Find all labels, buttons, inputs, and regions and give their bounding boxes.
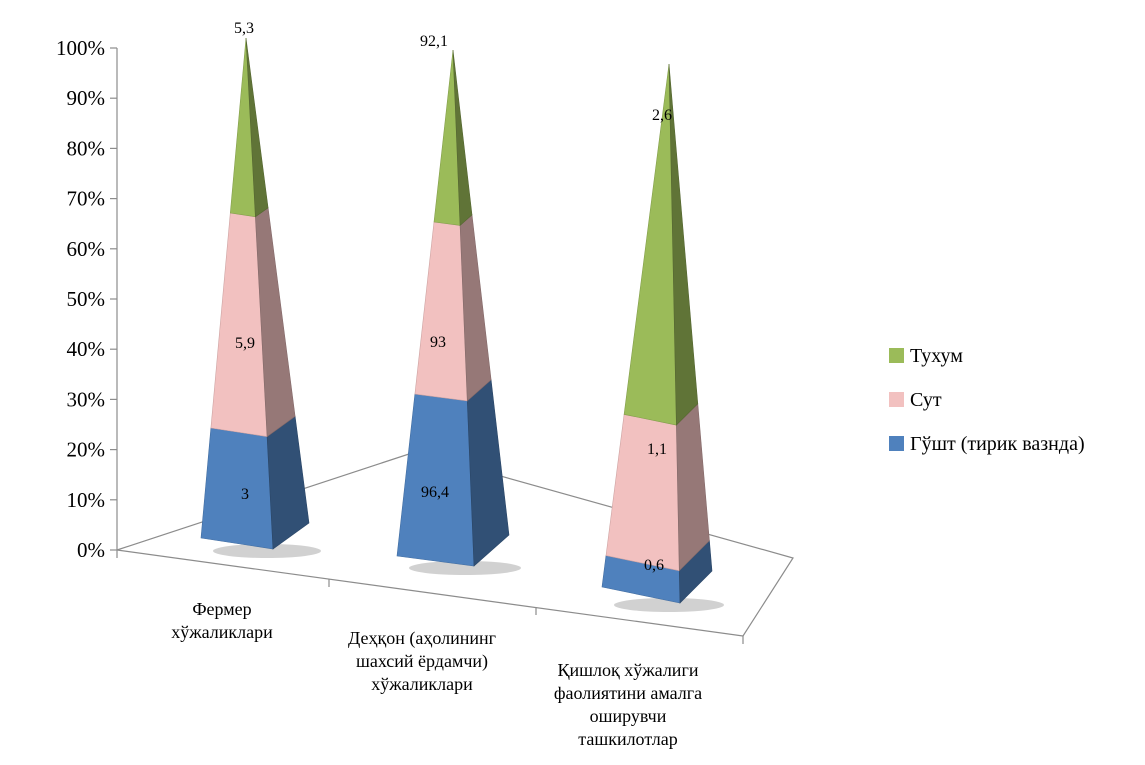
category-label-line: хўжаликлари [371,674,473,694]
data-label: 93 [430,334,446,351]
legend-label: Гўшт (тирик вазнда) [910,433,1085,455]
pyramid-segment-side [676,403,710,572]
pyramid-segment-side [668,63,699,426]
category-label: Фермер хўжаликлари [171,599,273,642]
pyramid-shadow [213,544,321,558]
pyramid-segment-front [414,221,468,402]
pyramid-shadow [614,598,724,612]
pyramid [200,37,321,558]
pyramid-segment-side [452,49,473,227]
legend-swatch [889,348,904,363]
pyramid-group [200,37,724,612]
category-label-line: фаолиятини амалга [554,683,702,703]
pyramid-segment-front [200,427,274,550]
y-tick-label: 50% [67,287,106,311]
category-label: Деҳқон (аҳолининг шахсий ёрдамчи) хўжаликл… [348,628,496,694]
legend-label: Тухум [910,345,963,367]
category-label-line: Деҳқон (аҳолининг [348,628,496,649]
y-tick-label: 60% [67,237,106,261]
pyramid [601,63,724,612]
pyramid-segment-side [266,415,310,550]
pyramid [396,49,521,575]
category-label-line: Фермер [192,599,251,619]
legend: Тухум Сут Гўшт (тирик вазнда) [889,345,1085,455]
y-tick-label: 100% [56,36,105,60]
data-label: 2,6 [652,107,672,124]
y-tick-label: 30% [67,387,106,411]
pyramid-segment-front [396,393,475,567]
data-label: 92,1 [420,33,448,50]
category-label-group: Фермер хўжаликлари Деҳқон (аҳолининг шахсий… [171,599,702,749]
category-label-line: хўжаликлари [171,622,273,642]
y-tick-label: 70% [67,187,106,211]
category-label-line: оширувчи [590,706,667,726]
legend-swatch [889,436,904,451]
data-label: 5,9 [235,335,255,352]
category-label-line: шахсий ёрдамчи) [356,651,488,672]
data-label: 0,6 [644,557,664,574]
y-tick-label: 90% [67,86,106,110]
y-tick-label: 80% [67,136,106,160]
y-tick-label: 0% [77,538,105,562]
legend-swatch [889,392,904,407]
data-label-group: 3 5,9 5,3 96,4 93 92,1 0,6 1,1 2,6 [234,20,672,574]
y-axis: 0% 10% 20% 30% 40% 50% 60% 70% 80% 90% 100% [56,36,118,562]
category-label-line: ташкилотлар [578,729,677,749]
legend-label: Сут [910,389,942,411]
y-tick-label: 20% [67,438,106,462]
data-label: 3 [241,486,249,503]
pyramid-segment-front [605,414,680,572]
y-tick-label: 10% [67,488,106,512]
category-label-line: Қишлоқ хўжалиги [558,660,699,680]
pyramid-segment-side [245,37,269,218]
category-label: Қишлоқ хўжалиги фаолиятини амалга оширувчи… [554,660,702,749]
y-tick-label: 40% [67,337,106,361]
pyramid-segment-side [466,379,510,567]
data-label: 1,1 [647,441,667,458]
data-label: 5,3 [234,20,254,37]
pyramid-shadow [409,561,521,575]
data-label: 96,4 [421,484,449,501]
x-axis-line [116,549,744,637]
